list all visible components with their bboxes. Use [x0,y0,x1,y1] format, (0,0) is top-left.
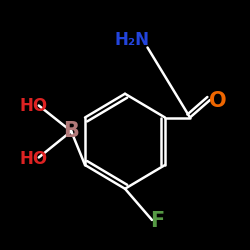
Text: H₂N: H₂N [115,31,150,49]
Text: HO: HO [20,150,48,168]
Text: HO: HO [20,97,48,115]
Text: O: O [209,91,226,111]
Text: F: F [150,211,164,231]
Text: B: B [63,121,79,141]
